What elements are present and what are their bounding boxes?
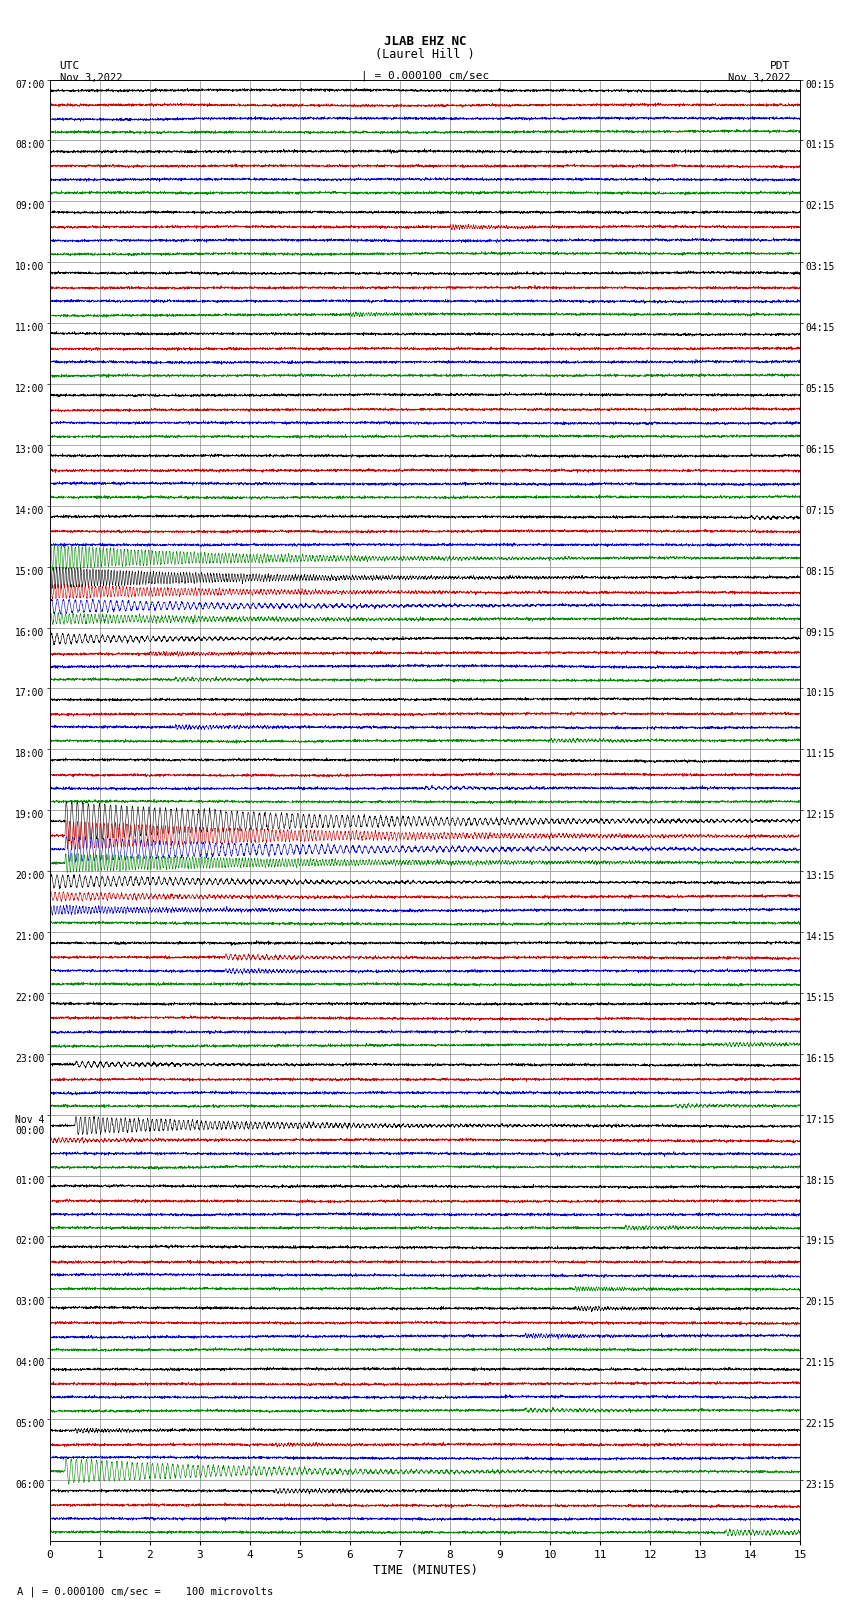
Text: A | = 0.000100 cm/sec =    100 microvolts: A | = 0.000100 cm/sec = 100 microvolts — [17, 1586, 273, 1597]
Text: Nov 3,2022: Nov 3,2022 — [728, 73, 791, 82]
X-axis label: TIME (MINUTES): TIME (MINUTES) — [372, 1565, 478, 1578]
Text: Nov 3,2022: Nov 3,2022 — [60, 73, 122, 82]
Text: UTC: UTC — [60, 61, 80, 71]
Text: | = 0.000100 cm/sec: | = 0.000100 cm/sec — [361, 71, 489, 82]
Text: JLAB EHZ NC: JLAB EHZ NC — [383, 35, 467, 48]
Text: PDT: PDT — [770, 61, 790, 71]
Text: (Laurel Hill ): (Laurel Hill ) — [375, 48, 475, 61]
